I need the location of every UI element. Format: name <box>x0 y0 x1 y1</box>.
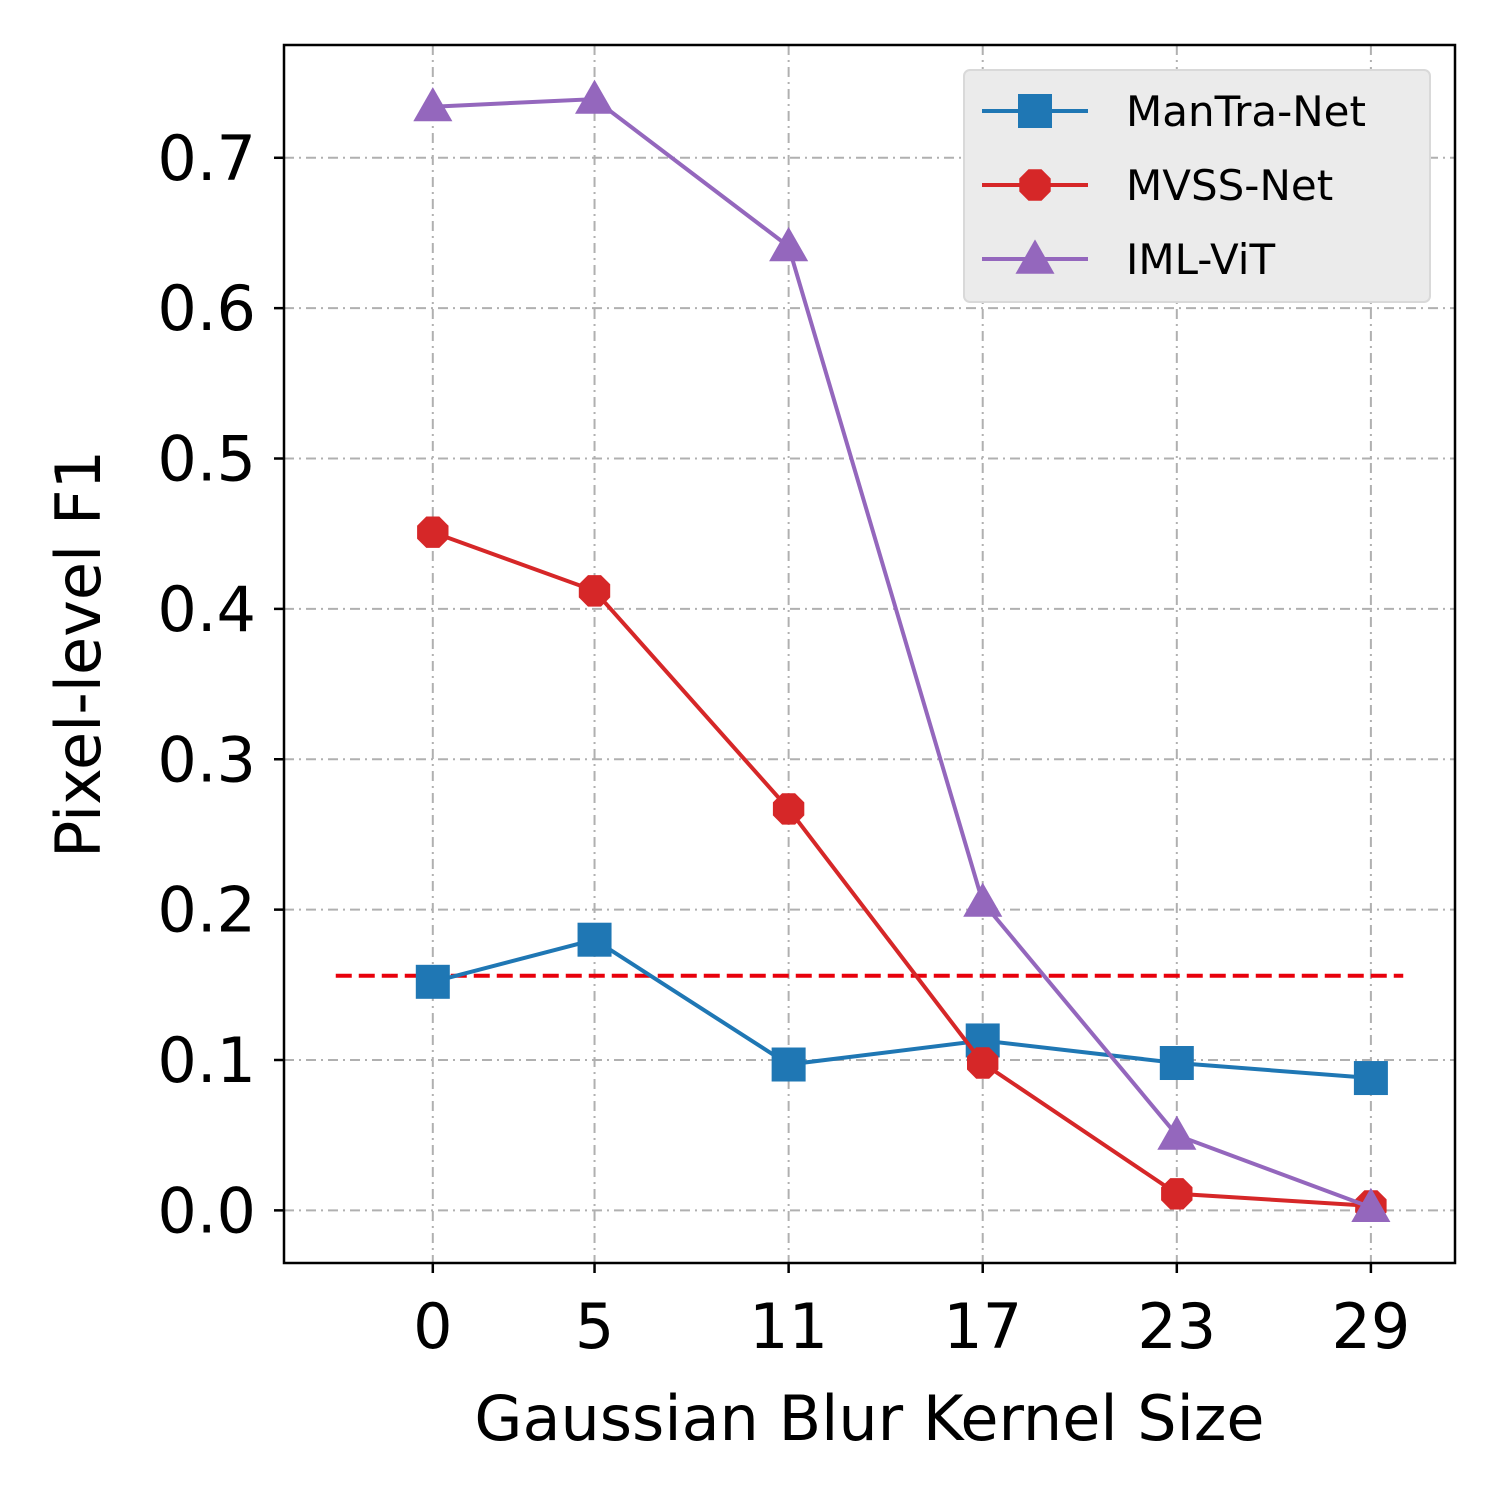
data-point <box>769 226 809 262</box>
y-tick-label: 0.3 <box>157 723 256 796</box>
series-group <box>413 79 1391 1222</box>
legend-box <box>963 69 1431 303</box>
series-line <box>432 97 1372 1210</box>
data-point <box>1353 1061 1388 1096</box>
y-tick-label: 0.7 <box>157 122 256 195</box>
y-tick-label: 0.1 <box>157 1024 256 1097</box>
data-point <box>1161 1178 1193 1210</box>
data-point <box>1351 1187 1391 1222</box>
legend-item: ManTra-Net <box>982 87 1366 136</box>
data-point <box>415 964 450 999</box>
data-point <box>967 1047 999 1079</box>
ticks: 0 5 11 17 23 29 0.0 0.1 0.2 0.3 0.4 0.5 0.6 0.7 <box>157 122 1410 1363</box>
legend-marker <box>1015 239 1055 274</box>
series-iml-vit <box>413 79 1391 1222</box>
y-tick-label: 0.0 <box>157 1174 256 1247</box>
y-axis-label: Pixel-level F1 <box>42 450 115 858</box>
legend-marker <box>1019 169 1051 201</box>
legend-label: MVSS-Net <box>1126 161 1333 210</box>
legend-item: MVSS-Net <box>982 161 1333 210</box>
y-tick-label: 0.5 <box>157 423 256 496</box>
series-line <box>432 530 1372 1208</box>
x-tick-label: 0 <box>413 1290 452 1363</box>
data-point <box>417 516 449 548</box>
y-tick-label: 0.6 <box>157 272 256 345</box>
data-point <box>963 882 1003 917</box>
data-point <box>772 793 805 825</box>
x-axis-label: Gaussian Blur Kernel Size <box>474 1382 1264 1455</box>
data-point <box>577 922 612 957</box>
plot-frame <box>282 43 1457 1265</box>
x-tick-label: 29 <box>1331 1290 1410 1363</box>
x-tick-label: 11 <box>749 1290 828 1363</box>
x-tick-label: 17 <box>943 1290 1022 1363</box>
data-point <box>1159 1046 1194 1081</box>
data-point <box>575 79 615 114</box>
x-tick-label: 23 <box>1137 1290 1216 1363</box>
legend-marker <box>1018 94 1052 128</box>
x-tick-label: 5 <box>575 1290 614 1363</box>
y-tick-label: 0.4 <box>157 573 256 646</box>
series-mantra-net <box>415 922 1388 1096</box>
legend-label: ManTra-Net <box>1126 87 1366 136</box>
series-line <box>432 937 1372 1080</box>
legend: ManTra-Net MVSS-Net IML-ViT <box>963 69 1431 303</box>
y-tick-label: 0.2 <box>157 874 256 947</box>
legend-item: IML-ViT <box>982 235 1275 284</box>
legend-label: IML-ViT <box>1126 235 1275 284</box>
data-point <box>578 575 611 607</box>
data-point <box>413 87 453 122</box>
data-point <box>1157 1115 1197 1150</box>
data-point <box>771 1047 806 1082</box>
